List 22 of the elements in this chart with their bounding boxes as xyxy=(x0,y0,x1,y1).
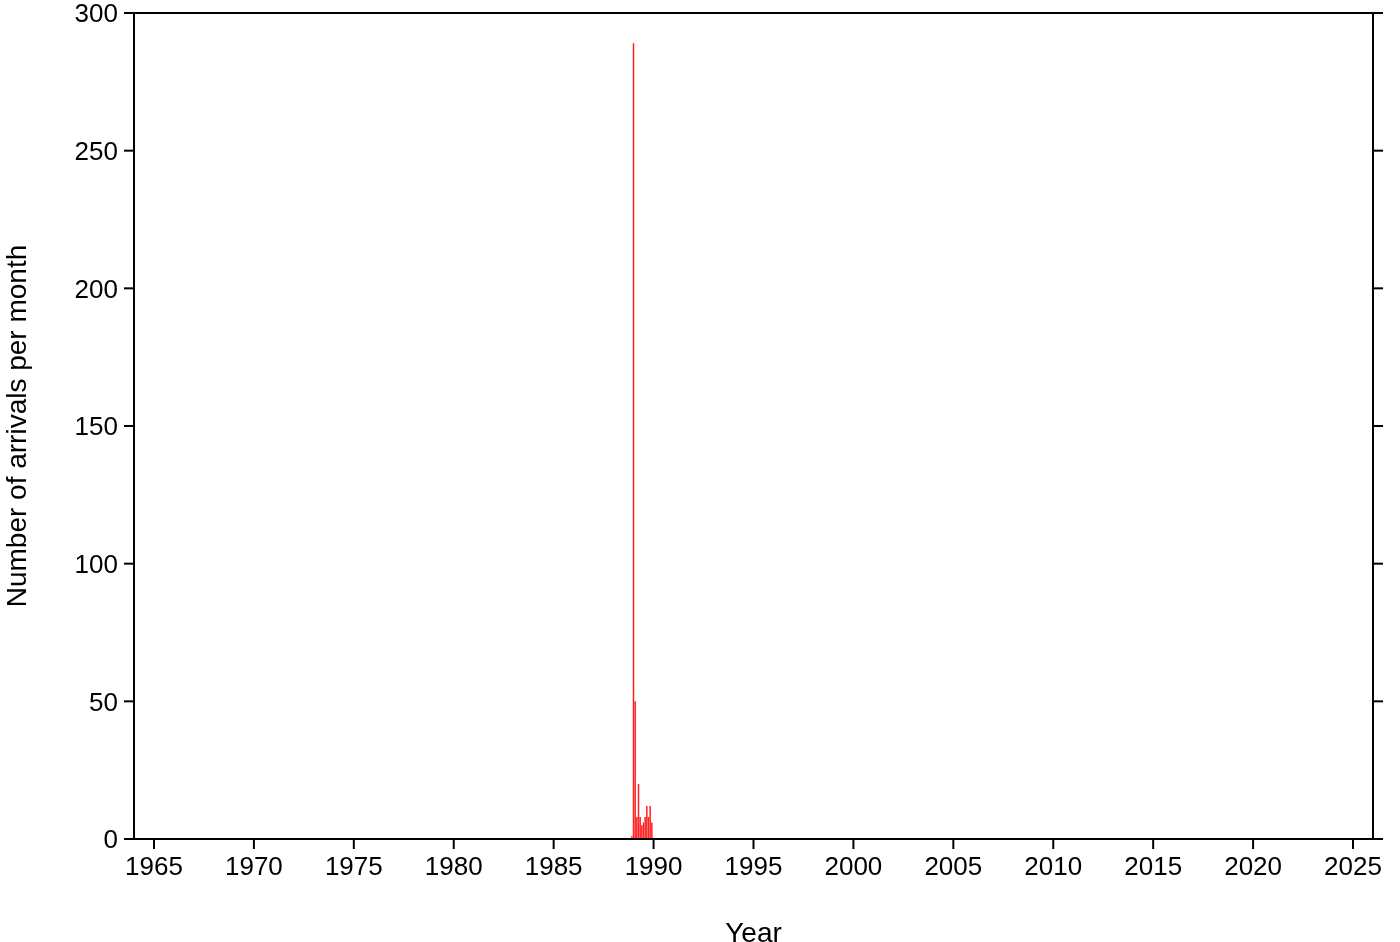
y-tick-label: 200 xyxy=(74,273,118,304)
y-tick-label: 100 xyxy=(74,548,118,579)
y-tick-label: 150 xyxy=(74,411,118,442)
x-tick-label: 2015 xyxy=(1124,851,1183,882)
x-tick-label: 1965 xyxy=(125,851,183,882)
x-tick-label: 1990 xyxy=(624,851,683,882)
y-tick-label: 250 xyxy=(74,135,118,166)
y-tick-label: 0 xyxy=(103,824,118,855)
y-tick-label: 50 xyxy=(89,686,118,717)
x-tick-label: 1995 xyxy=(724,851,783,882)
x-tick-label: 1970 xyxy=(224,851,283,882)
x-tick-label: 2020 xyxy=(1224,851,1283,882)
x-tick-label: 1985 xyxy=(524,851,583,882)
y-tick-label: 300 xyxy=(74,0,118,29)
y-axis-title: Number of arrivals per month xyxy=(0,244,32,608)
x-tick-label: 2025 xyxy=(1324,851,1382,882)
x-tick-label: 2005 xyxy=(924,851,983,882)
x-axis-title: Year xyxy=(725,917,782,942)
x-tick-label: 1975 xyxy=(324,851,383,882)
x-tick-label: 1980 xyxy=(424,851,483,882)
x-tick-label: 2010 xyxy=(1024,851,1083,882)
x-tick-label: 2000 xyxy=(824,851,883,882)
